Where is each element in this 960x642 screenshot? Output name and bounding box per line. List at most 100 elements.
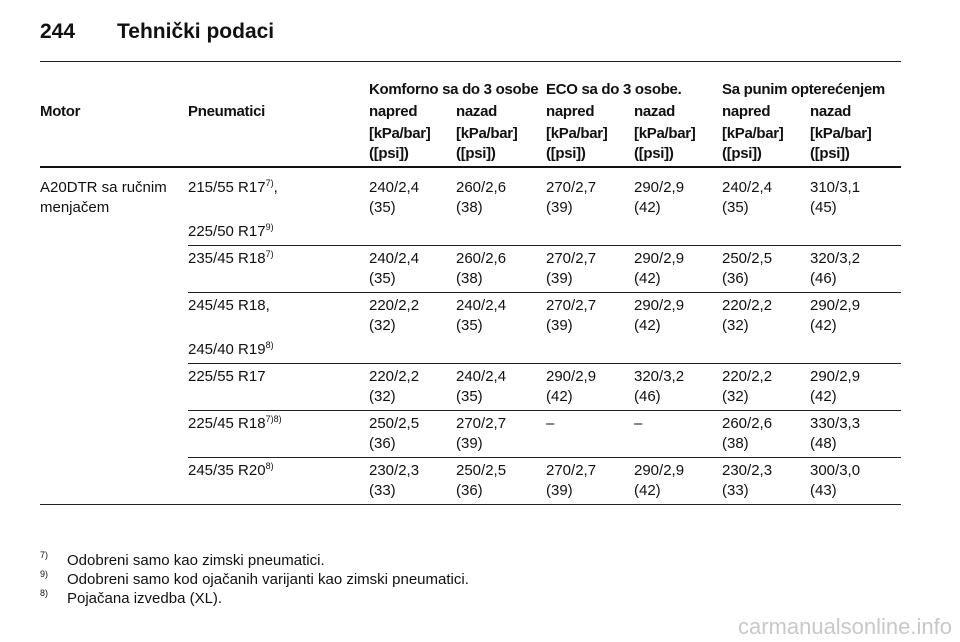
pressure-line: (33): [369, 482, 396, 499]
pressure-line: 240/2,4: [456, 297, 507, 314]
footnote-ref: 7): [265, 178, 274, 188]
pressure-cell: 270/2,7 (39): [546, 245, 634, 293]
unit-header: [kPa/bar] ([psi]): [546, 124, 634, 168]
tire-size: 225/55 R17: [188, 368, 266, 385]
pressure-line: 290/2,9: [546, 368, 597, 385]
pressure-cell: 240/2,4 (35): [369, 245, 456, 293]
footnote-ref: 8): [265, 461, 274, 471]
pressure-cell: 290/2,9 (42): [546, 363, 634, 411]
pressure-cell: 290/2,9 (42): [634, 457, 722, 505]
footnote-ref: 7)8): [265, 414, 282, 424]
unit-line: [kPa/bar]: [722, 125, 784, 142]
pressure-line: 290/2,9: [634, 297, 685, 314]
page-number: 244: [40, 20, 76, 43]
pressure-line: (35): [369, 270, 396, 287]
pressure-line: 260/2,6: [456, 179, 507, 196]
pressure-line: (32): [369, 317, 396, 334]
header-cell: [40, 62, 369, 103]
pressure-line: –: [634, 415, 643, 432]
pressure-line: (42): [634, 199, 661, 216]
tire-cell: 235/45 R187): [188, 245, 369, 293]
pressure-line: (42): [634, 317, 661, 334]
unit-line: [kPa/bar]: [546, 125, 608, 142]
pressure-cell: 250/2,5 (36): [456, 457, 546, 505]
pressure-line: (42): [546, 388, 573, 405]
footnote-text: Odobreni samo kao zimski pneumatici.: [67, 552, 325, 569]
pressure-line: 240/2,4: [456, 368, 507, 385]
pressure-line: 220/2,2: [722, 297, 773, 314]
pressure-line: 320/3,2: [810, 250, 861, 267]
pressure-cell: 250/2,5 (36): [722, 245, 810, 293]
pressure-line: 270/2,7: [456, 415, 507, 432]
pressure-line: (36): [456, 482, 483, 499]
footnote: 9) Odobreni samo kod ojačanih varijanti k…: [40, 569, 469, 589]
footnote: 8) Pojačana izvedba (XL).: [40, 588, 223, 608]
pressure-line: (38): [456, 270, 483, 287]
column-header: Motor: [40, 103, 81, 120]
pressure-line: 250/2,5: [456, 462, 507, 479]
pressure-line: (32): [722, 388, 749, 405]
tire-cell: 245/45 R18, 245/40 R198): [188, 292, 369, 364]
tire: 235/45 R187): [188, 249, 369, 269]
footnotes: 7) Odobreni samo kao zimski pneumatici. 9)…: [40, 551, 469, 608]
unit-line: [kPa/bar]: [456, 125, 518, 142]
header-cell: [40, 124, 188, 168]
unit-header: [kPa/bar] ([psi]): [456, 124, 546, 168]
direction-header: napred: [546, 103, 595, 120]
pressure-cell: 220/2,2 (32): [722, 292, 810, 364]
header-row: [kPa/bar] ([psi]) [kPa/bar] ([psi]) [kPa/bar…: [40, 124, 902, 168]
tire-size: 245/45 R18,: [188, 297, 270, 314]
unit-line: ([psi]): [369, 145, 409, 162]
tire-cell: 245/35 R208): [188, 457, 369, 505]
pressure-table: Komforno sa do 3 osobe ECO sa do 3 osobe.…: [40, 61, 902, 505]
pressure-line: 220/2,2: [722, 368, 773, 385]
pressure-line: 270/2,7: [546, 250, 597, 267]
pressure-line: 240/2,4: [369, 250, 420, 267]
group-header: Komforno sa do 3 osobe: [369, 81, 539, 98]
pressure-line: 290/2,9: [634, 250, 685, 267]
pressure-line: (42): [634, 482, 661, 499]
footnote-text: Pojačana izvedba (XL).: [67, 590, 223, 607]
group-header: ECO sa do 3 osobe.: [546, 81, 682, 98]
footnote-ref: 9): [265, 222, 274, 232]
pressure-cell: 320/3,2 (46): [634, 363, 722, 411]
pressure-line: (45): [810, 199, 837, 216]
pressure-cell: 290/2,9 (42): [810, 292, 902, 364]
pressure-cell: 220/2,2 (32): [369, 363, 456, 411]
header-row: Motor Pneumatici napred nazad napred nazad nap…: [40, 102, 901, 124]
unit-line: ([psi]): [456, 145, 496, 162]
pressure-line: 220/2,2: [369, 368, 420, 385]
pressure-cell: 330/3,3 (48): [810, 410, 902, 458]
pressure-cell: 230/2,3 (33): [369, 457, 456, 505]
pressure-line: 320/3,2: [634, 368, 685, 385]
tire: 245/35 R208): [188, 461, 369, 481]
pressure-line: (35): [722, 199, 749, 216]
pressure-cell: 260/2,6 (38): [456, 245, 546, 293]
tire-size: 225/50 R17: [188, 223, 266, 240]
tire-cell: 215/55 R177), 225/50 R179): [188, 167, 369, 246]
direction-header: nazad: [456, 103, 498, 120]
pressure-line: (36): [722, 270, 749, 287]
pressure-line: 230/2,3: [722, 462, 773, 479]
unit-header: [kPa/bar] ([psi]): [369, 124, 456, 168]
tire-suffix: ,: [273, 179, 278, 196]
pressure-line: (35): [369, 199, 396, 216]
unit-header: [kPa/bar] ([psi]): [634, 124, 722, 168]
direction-header: nazad: [810, 103, 852, 120]
pressure-cell: –: [546, 410, 634, 458]
footnote-ref: 8): [265, 340, 274, 350]
footnote-ref: 7): [265, 249, 274, 259]
tire: 225/55 R17: [188, 367, 369, 387]
pressure-line: (39): [546, 317, 573, 334]
pressure-cell: 240/2,4 (35): [456, 292, 546, 364]
pressure-line: 310/3,1: [810, 179, 861, 196]
pressure-cell: 270/2,7 (39): [456, 410, 546, 458]
unit-line: ([psi]): [634, 145, 674, 162]
direction-header: napred: [722, 103, 771, 120]
pressure-line: 230/2,3: [369, 462, 420, 479]
tire-cell: 225/55 R17: [188, 363, 369, 411]
group-header: Sa punim opterećenjem: [722, 81, 885, 98]
pressure-line: 250/2,5: [722, 250, 773, 267]
pressure-line: (42): [810, 388, 837, 405]
